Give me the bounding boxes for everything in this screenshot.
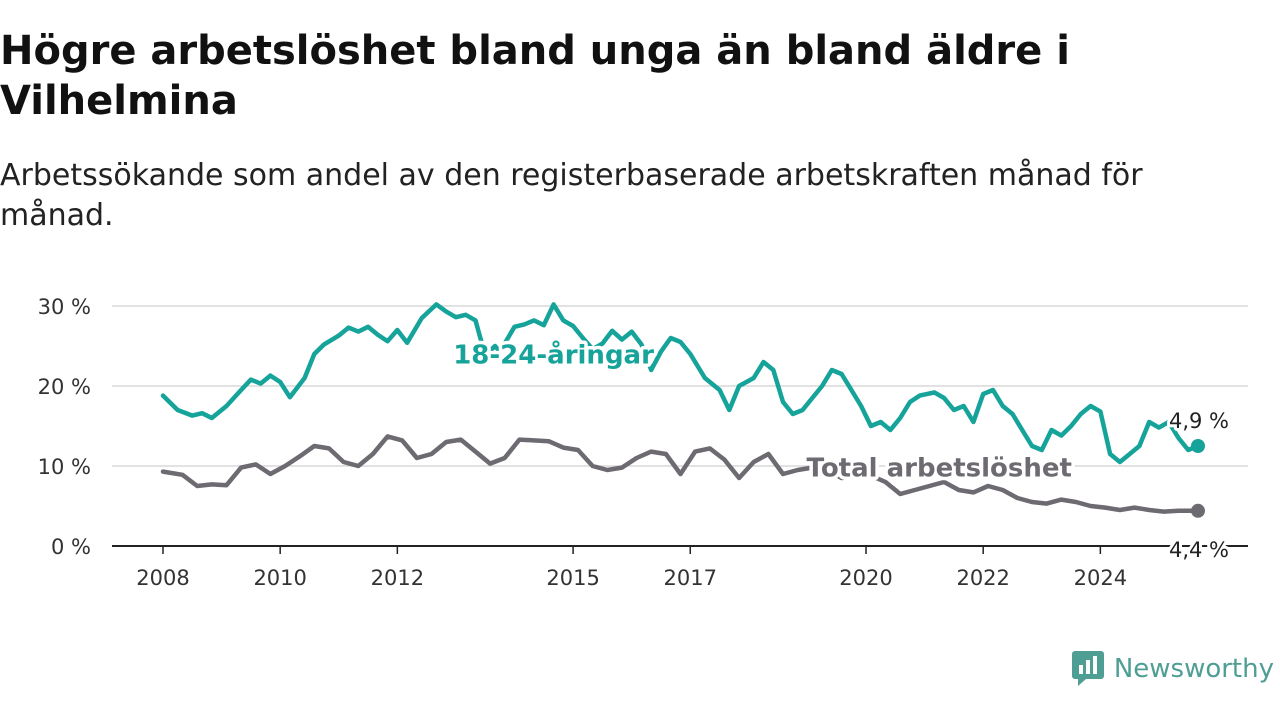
gridlines xyxy=(112,305,1248,467)
x-tick-label: 2017 xyxy=(664,566,717,590)
x-axis: 2008 2010 2012 2015 2017 2020 2022 2024 xyxy=(112,545,1248,590)
y-tick-label: 30 % xyxy=(38,295,91,319)
newsworthy-logo-icon xyxy=(1071,651,1104,686)
chart-title: Högre arbetslöshet bland unga än bland ä… xyxy=(0,28,1070,124)
y-tick-label: 0 % xyxy=(51,535,91,559)
newsworthy-logo: Newsworthy xyxy=(1071,648,1274,690)
series-label-0: 18-24-åringar xyxy=(453,339,654,371)
series-label-1: Total arbetslöshet xyxy=(807,453,1072,483)
y-tick-label: 10 % xyxy=(38,455,91,479)
logo-text: Newsworthy xyxy=(1113,654,1274,684)
x-tick-label: 2015 xyxy=(546,566,599,590)
series-end-dot-0 xyxy=(1191,439,1205,453)
series-line-1 xyxy=(160,434,1201,514)
end-value-label-0: 4,9 % xyxy=(1169,409,1229,433)
x-tick-label: 2022 xyxy=(956,566,1009,590)
x-tick-label: 2020 xyxy=(839,566,892,590)
series-line-0 xyxy=(160,302,1201,465)
x-tick-label: 2024 xyxy=(1074,566,1127,590)
x-tick-label: 2008 xyxy=(136,566,189,590)
y-axis: 0 % 10 % 20 % 30 % xyxy=(38,295,91,559)
chart-subtitle: Arbetssökande som andel av den registerb… xyxy=(0,158,1143,233)
series-labels: 18-24-åringar Total arbetslöshet 4,9 % 4,4 … xyxy=(450,335,1232,565)
series-lines xyxy=(160,302,1205,518)
series-end-dot-1 xyxy=(1191,503,1205,518)
x-tick-label: 2012 xyxy=(371,566,424,590)
x-tick-label: 2010 xyxy=(253,566,306,590)
end-value-label-1: 4,4 % xyxy=(1169,538,1229,562)
y-tick-label: 20 % xyxy=(38,375,91,399)
